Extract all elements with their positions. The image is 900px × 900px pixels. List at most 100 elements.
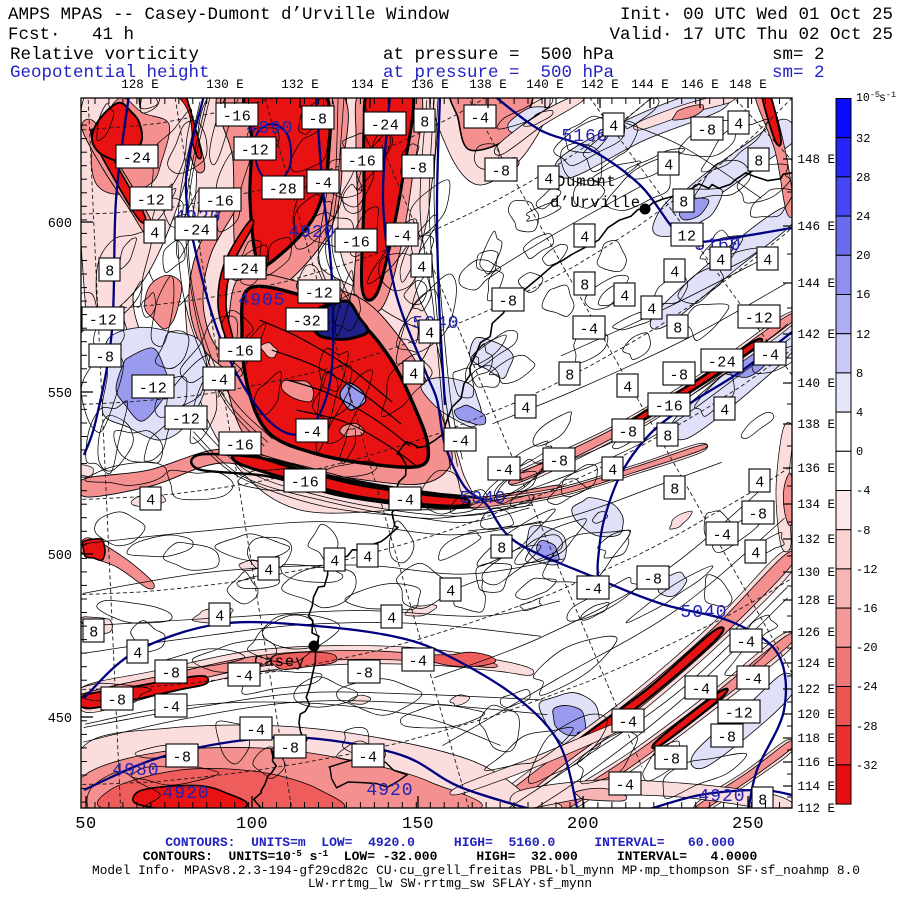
svg-text:AMPS MPAS -- Casey-Dumont d’Ur: AMPS MPAS -- Casey-Dumont d’Urville Wind… [8,5,450,25]
svg-text:-4: -4 [856,484,870,498]
svg-text:Model Info· MPASv8.2.3-194-gf2: Model Info· MPASv8.2.3-194-gf29cd82c CU·… [92,863,860,878]
svg-text:4: 4 [146,493,156,510]
svg-text:146 E: 146 E [681,78,719,92]
svg-text:CONTOURS: UNITS=10-5 s-1 LOW: CONTOURS: UNITS=10-5 s-1 LOW= -32.000 HI… [143,849,758,864]
svg-text:-8: -8 [95,350,114,367]
svg-text:-8: -8 [717,730,736,747]
svg-text:-4: -4 [579,322,598,339]
svg-text:-8: -8 [856,524,870,538]
svg-text:-24: -24 [708,355,737,372]
svg-text:4: 4 [133,646,143,663]
svg-text:-4: -4 [246,723,265,740]
svg-text:4: 4 [664,158,674,175]
svg-text:Init· 00 UTC Wed 01 Oct 25: Init· 00 UTC Wed 01 Oct 25 [620,5,893,25]
svg-text:126 E: 126 E [797,626,835,640]
svg-text:LW·rrtmg_lw SW·rrtmg_sw SFLAY·: LW·rrtmg_lw SW·rrtmg_sw SFLAY·sf_mynn [308,876,592,891]
svg-text:-4: -4 [302,425,321,442]
svg-text:138 E: 138 E [469,78,507,92]
svg-text:100: 100 [236,815,268,834]
svg-text:-4: -4 [615,778,634,795]
svg-text:4: 4 [446,584,456,601]
svg-text:8: 8 [565,368,575,385]
svg-text:-4: -4 [712,528,731,545]
svg-text:-8: -8 [161,666,180,683]
svg-text:4: 4 [763,253,773,270]
svg-text:-8: -8 [643,572,662,589]
svg-text:-4: -4 [392,229,411,246]
svg-text:-4: -4 [395,493,414,510]
svg-text:-20: -20 [856,641,878,655]
svg-text:128 E: 128 E [797,594,835,608]
svg-text:-16: -16 [342,235,371,252]
svg-text:Geopotential height: Geopotential height [10,63,210,83]
svg-text:CONTOURS: UNITS=m LOW= 4920: CONTOURS: UNITS=m LOW= 4920.0 HIGH= 5160… [165,835,735,850]
svg-text:4: 4 [620,289,630,306]
svg-text:5040: 5040 [680,603,727,623]
svg-text:-32: -32 [293,314,322,331]
svg-text:4: 4 [751,546,761,563]
svg-text:24: 24 [856,210,870,224]
svg-text:4: 4 [425,326,435,343]
svg-text:4: 4 [608,463,618,480]
svg-text:600: 600 [48,217,72,232]
svg-text:4: 4 [387,611,397,628]
svg-text:-12: -12 [172,412,201,429]
svg-text:-24: -24 [371,118,400,135]
svg-text:-4: -4 [450,434,469,451]
svg-text:8: 8 [497,541,507,558]
svg-text:4980: 4980 [112,761,159,781]
svg-text:4: 4 [647,302,657,319]
svg-text:-8: -8 [354,666,373,683]
svg-text:4: 4 [215,609,225,626]
svg-text:-12: -12 [89,313,118,330]
svg-text:-12: -12 [856,563,878,577]
svg-text:142 E: 142 E [581,78,619,92]
svg-text:-32: -32 [856,759,878,773]
svg-text:-4: -4 [234,669,253,686]
svg-text:140 E: 140 E [797,377,835,391]
svg-text:136 E: 136 E [411,78,449,92]
svg-text:8: 8 [580,278,590,295]
svg-text:144 E: 144 E [631,78,669,92]
svg-text:-8: -8 [280,741,299,758]
svg-text:8: 8 [679,195,689,212]
svg-text:4: 4 [409,367,419,384]
svg-text:Fcst· 41 h: Fcst· 41 h [8,25,134,45]
svg-text:138 E: 138 E [797,418,835,432]
svg-text:Valid· 17 UTC Thu 02 Oct 25: Valid· 17 UTC Thu 02 Oct 25 [609,25,893,45]
svg-text:-4: -4 [743,672,762,689]
svg-text:116 E: 116 E [797,756,835,770]
svg-text:4: 4 [720,403,730,420]
svg-text:4: 4 [330,554,340,571]
svg-text:-4: -4 [161,700,180,717]
svg-text:-8: -8 [172,750,191,767]
svg-text:-16: -16 [226,438,255,455]
svg-text:-12: -12 [139,381,168,398]
svg-text:4920: 4920 [698,787,745,807]
svg-text:4: 4 [544,172,554,189]
svg-text:8: 8 [856,367,863,381]
svg-text:-24: -24 [856,680,878,694]
svg-text:32: 32 [856,132,870,146]
svg-text:148 E: 148 E [797,153,835,167]
svg-text:d’Urville: d’Urville [550,194,641,212]
svg-text:4: 4 [580,230,590,247]
svg-text:144 E: 144 E [797,277,835,291]
svg-text:12: 12 [677,229,696,246]
svg-text:-4: -4 [470,111,489,128]
svg-text:550: 550 [48,387,72,402]
svg-text:450: 450 [48,712,72,727]
svg-text:-4: -4 [760,348,779,365]
svg-text:8: 8 [754,154,764,171]
svg-text:-28: -28 [856,720,878,734]
svg-text:4: 4 [417,260,427,277]
svg-text:-8: -8 [498,294,517,311]
svg-text:4: 4 [150,226,160,243]
svg-text:5040: 5040 [459,489,506,509]
svg-text:at pressure = 500 hPa: at pressure = 500 hPa [383,45,614,65]
svg-text:50: 50 [75,815,96,834]
svg-text:4905: 4905 [238,291,285,311]
svg-text:140 E: 140 E [526,78,564,92]
svg-text:-16: -16 [206,194,235,211]
svg-text:-24: -24 [123,151,152,168]
